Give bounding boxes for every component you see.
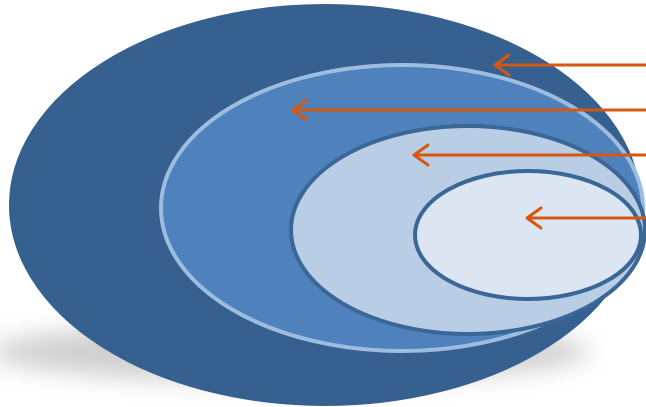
ellipse-level-4 xyxy=(413,169,643,301)
arrow-level-2 xyxy=(291,98,646,122)
arrow-level-4 xyxy=(525,206,646,230)
arrow-level-1 xyxy=(493,53,646,77)
arrow-level-3 xyxy=(412,143,646,167)
